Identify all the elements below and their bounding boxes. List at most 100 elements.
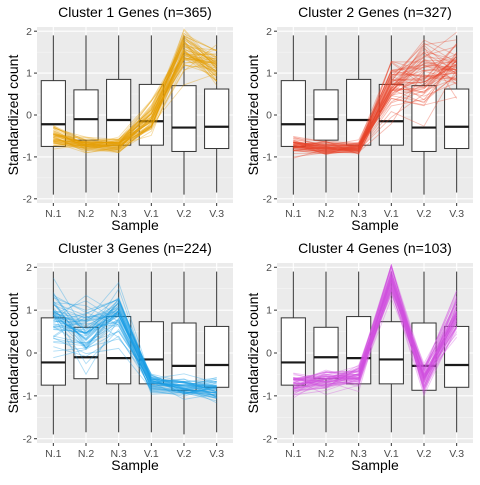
- gene-profile-line: [53, 281, 217, 393]
- chart-panel-3: -2 -1 0 1 2 N.1 N.2 N.3 V.1 V.2 V.3 Cluster 3 Genes…: [5, 240, 233, 473]
- gene-profile-line: [293, 64, 457, 147]
- gene-profile-line: [53, 298, 217, 391]
- y-tick-label: 2: [266, 26, 272, 38]
- y-tick-label: 2: [26, 26, 32, 38]
- x-tick-label-V.3: V.3: [209, 208, 224, 220]
- gene-profile-line: [53, 49, 217, 152]
- gene-profile-line: [293, 60, 457, 151]
- gene-profile-line: [53, 50, 217, 144]
- chart-panel-4: -2 -1 0 1 2 N.1 N.2 N.3 V.1 V.2 V.3 Cluster 4 Genes…: [245, 240, 473, 473]
- box-V.1: [138, 83, 164, 146]
- box-N.1: [280, 317, 306, 386]
- panel-title: Cluster 3 Genes (n=224): [58, 240, 212, 256]
- gene-profile-line: [53, 303, 217, 398]
- y-tick-label: 2: [266, 262, 272, 274]
- gene-profile-line: [53, 38, 217, 147]
- gene-profile-line: [293, 273, 458, 382]
- gene-profile-line: [293, 281, 458, 395]
- gene-profile-line: [53, 49, 217, 149]
- gene-profile-line: [293, 275, 458, 381]
- gene-profile-line: [293, 74, 457, 153]
- gene-profile-line: [293, 279, 458, 390]
- gene-profile-line: [53, 59, 217, 154]
- gene-profile-line: [293, 71, 457, 152]
- gene-profile-line: [53, 319, 217, 394]
- gene-profile-line: [293, 60, 457, 154]
- x-axis-title: Sample: [111, 457, 159, 473]
- gene-profile-line: [53, 36, 217, 143]
- x-axis-title: Sample: [111, 217, 159, 233]
- gene-profile-line: [293, 266, 458, 380]
- box-V.2: [171, 85, 197, 152]
- gene-profile-line: [293, 64, 458, 151]
- gene-profile-line: [293, 285, 458, 383]
- y-axis-title: Standardized count: [245, 293, 261, 414]
- gene-profile-line: [53, 44, 217, 144]
- gene-profile-line: [53, 56, 217, 151]
- gene-profile-line: [53, 302, 217, 387]
- gene-profile-line: [293, 273, 458, 393]
- gene-profile-line: [293, 55, 458, 150]
- gene-profile-line: [53, 312, 217, 394]
- box-V.2: [411, 85, 437, 152]
- gene-profile-line: [53, 314, 217, 398]
- gene-profile-line: [293, 263, 458, 389]
- gene-profile-line: [293, 297, 458, 396]
- gene-profile-line: [53, 56, 217, 148]
- gene-profile-line: [293, 39, 457, 151]
- x-tick-label-N.3: N.3: [110, 448, 127, 460]
- y-tick-label: 0: [266, 348, 272, 360]
- gene-profile-line: [293, 274, 458, 393]
- gene-profile-line: [53, 330, 217, 393]
- gene-profile-line: [293, 55, 458, 155]
- x-axis-title: Sample: [351, 217, 399, 233]
- gene-profile-line: [293, 288, 458, 389]
- box-N.3: [346, 78, 372, 146]
- gene-profile-line: [293, 59, 457, 153]
- gene-profile-line: [53, 310, 217, 400]
- gene-profile-line: [53, 310, 217, 398]
- gene-profile-line: [293, 289, 458, 397]
- gene-profile-line: [53, 41, 217, 141]
- y-tick-label: -2: [23, 193, 32, 205]
- gene-profile-line: [53, 301, 217, 389]
- gene-profile-line: [53, 310, 217, 393]
- gene-profile-line: [293, 60, 457, 151]
- gene-profile-line: [53, 59, 217, 148]
- gene-profile-line: [53, 298, 217, 394]
- gene-profile-line: [53, 311, 217, 396]
- gene-profile-line: [293, 56, 458, 150]
- gene-profile-line: [53, 51, 217, 147]
- gene-profile-line: [293, 276, 458, 384]
- gene-profile-line: [53, 310, 217, 392]
- y-tick-label: 1: [266, 68, 272, 80]
- gene-profile-line: [53, 56, 217, 154]
- y-axis-title: Standardized count: [245, 55, 261, 176]
- gene-profile-line: [53, 309, 217, 390]
- gene-profile-line: [293, 39, 457, 150]
- gene-profile-line: [293, 271, 458, 390]
- gene-profile-line: [293, 77, 457, 159]
- gene-profile-line: [53, 309, 217, 402]
- gene-profile-line: [293, 59, 458, 154]
- gene-profile-line: [293, 68, 458, 155]
- gene-profile-line: [293, 290, 458, 395]
- gene-profile-line: [52, 312, 217, 400]
- gene-profile-line: [53, 43, 217, 145]
- x-tick-label-N.1: N.1: [285, 208, 302, 220]
- gene-profile-line: [52, 297, 217, 395]
- x-tick-label-V.1: V.1: [384, 208, 399, 220]
- gene-profile-line: [293, 74, 457, 151]
- x-tick-label-N.3: N.3: [350, 448, 367, 460]
- gene-profile-line: [293, 293, 458, 382]
- gene-profile-line: [53, 56, 217, 150]
- gene-profile-line: [293, 62, 457, 154]
- gene-profile-line: [293, 58, 457, 152]
- gene-profile-line: [53, 305, 217, 389]
- gene-profile-line: [293, 75, 457, 153]
- y-tick-label: -2: [263, 193, 272, 205]
- gene-profile-line: [293, 263, 458, 390]
- x-tick-label-N.1: N.1: [285, 448, 302, 460]
- box-N.3: [346, 316, 372, 385]
